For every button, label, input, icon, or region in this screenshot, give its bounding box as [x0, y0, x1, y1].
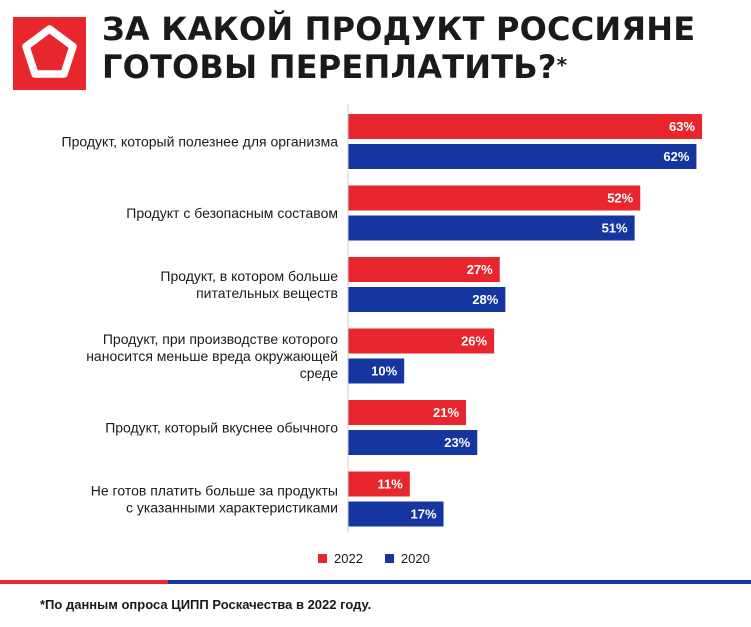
bar-2022-0	[348, 114, 703, 139]
chart-legend: 2022 2020	[318, 551, 430, 566]
bar-value-label: 28%	[472, 292, 498, 307]
bar-value-label: 27%	[467, 262, 493, 277]
bar-value-label: 63%	[669, 119, 695, 134]
category-label: Продукт с безопасным составом	[126, 205, 338, 221]
pentagon-icon	[22, 25, 77, 78]
category-label: питательных веществ	[196, 285, 338, 301]
category-label: Продукт, при производстве которого	[103, 331, 338, 347]
bar-value-label: 26%	[461, 334, 487, 349]
legend-swatch-2022	[318, 554, 327, 563]
title-line-2: ГОТОВЫ ПЕРЕПЛАТИТЬ?	[102, 48, 557, 86]
bar-2022-2	[348, 257, 500, 282]
bar-2022-1	[348, 185, 641, 211]
category-label: среде	[300, 365, 338, 381]
divider-red-segment	[0, 580, 168, 584]
footer-divider	[0, 580, 751, 584]
legend-label-2022: 2022	[334, 551, 363, 566]
footnote: *По данным опроса ЦИПП Роскачества в 202…	[40, 597, 372, 612]
legend-item-2020: 2020	[384, 551, 430, 566]
bar-value-label: 51%	[602, 221, 628, 236]
bar-chart: 63% 62% Продукт, который полезнее для орга…	[62, 104, 703, 533]
category-label: Не готов платить больше за продукты	[91, 483, 338, 499]
legend-item-2022: 2022	[318, 551, 363, 566]
bar-2020-4	[348, 430, 478, 455]
bar-value-label: 11%	[378, 477, 404, 492]
bar-value-label: 10%	[371, 364, 397, 379]
bar-value-label: 23%	[444, 435, 470, 450]
bar-2022-5	[348, 471, 410, 497]
title-footnote-mark: *	[556, 53, 568, 77]
bar-2020-1	[348, 215, 635, 241]
bar-2020-0	[348, 144, 697, 169]
legend-swatch-2020	[384, 554, 394, 563]
category-label: Продукт, который вкуснее обычного	[105, 420, 338, 436]
bar-value-label: 62%	[663, 149, 689, 164]
divider-blue-segment	[168, 580, 751, 584]
bar-2020-3	[348, 358, 405, 384]
bar-2022-3	[348, 328, 495, 354]
category-label: Продукт, который полезнее для организма	[62, 134, 339, 150]
bar-value-label: 52%	[607, 191, 633, 206]
roskachestvo-logo	[13, 17, 86, 90]
category-label: с указанными характеристиками	[126, 500, 338, 516]
title-line-1: ЗА КАКОЙ ПРОДУКТ РОССИЯНЕ	[102, 10, 696, 48]
bar-value-label: 21%	[433, 405, 459, 420]
legend-label-2020: 2020	[400, 551, 430, 566]
category-label: Продукт, в котором больше	[160, 268, 338, 284]
category-label: наносится меньше вреда окружающей	[86, 348, 338, 364]
bar-2020-2	[348, 287, 506, 312]
bar-2022-4	[348, 400, 467, 425]
bar-2020-5	[348, 501, 444, 527]
page-title: ЗА КАКОЙ ПРОДУКТ РОССИЯНЕ ГОТОВЫ ПЕРЕПЛА…	[102, 10, 695, 86]
bar-value-label: 17%	[411, 507, 437, 522]
